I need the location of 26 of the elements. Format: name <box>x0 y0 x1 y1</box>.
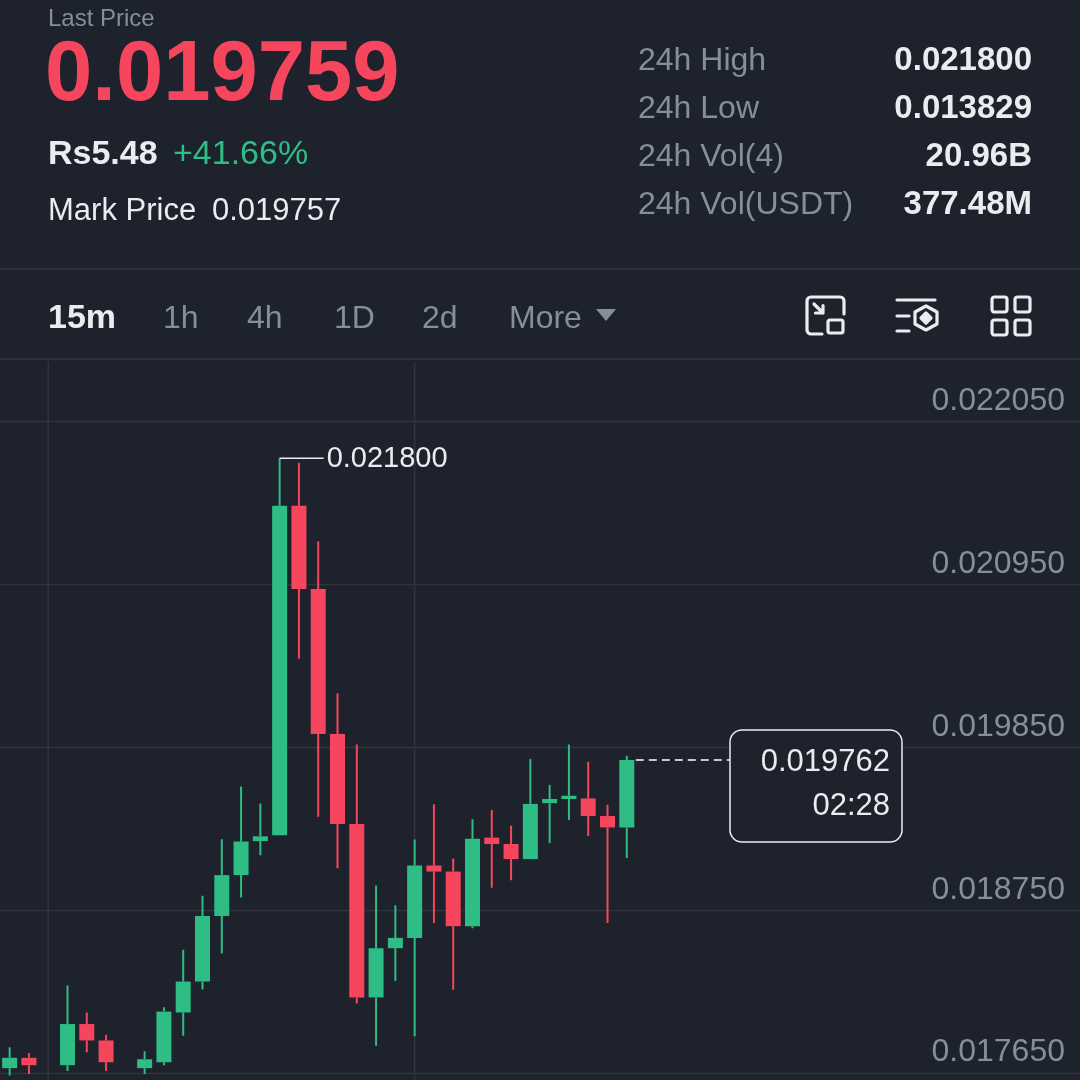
annotation: 0.021800 <box>326 441 448 474</box>
text: 24h Vol(USDT) <box>638 184 854 221</box>
text: 0.021800 <box>894 40 1032 78</box>
text: 1h <box>163 298 199 335</box>
text: 377.48M <box>903 184 1032 222</box>
text: 1D <box>334 298 375 335</box>
text: 0.019757 <box>212 191 342 227</box>
text: 24h High <box>638 40 767 77</box>
y-tick-label: 0.020950 <box>931 543 1065 580</box>
y-tick-label: 0.017650 <box>931 1032 1065 1069</box>
annotation: 02:28 <box>812 786 890 822</box>
text: 4h <box>247 298 283 335</box>
text: 24h Low <box>638 88 759 125</box>
y-tick-label: 0.018750 <box>931 869 1065 906</box>
text: 24h Vol(4) <box>638 136 784 173</box>
text: Mark Price <box>48 191 197 227</box>
text: 15m <box>48 297 117 336</box>
y-tick-label: 0.022050 <box>931 381 1065 418</box>
text: 20.96B <box>925 136 1032 174</box>
y-tick-label: 0.019850 <box>931 706 1065 743</box>
text: 2d <box>422 298 458 335</box>
text: More <box>509 298 582 335</box>
ref-line-label: 0.019762 <box>760 742 890 778</box>
text: +41.66% <box>173 133 309 172</box>
text: Rs5.48 <box>48 133 158 172</box>
text: 0.013829 <box>894 88 1032 126</box>
